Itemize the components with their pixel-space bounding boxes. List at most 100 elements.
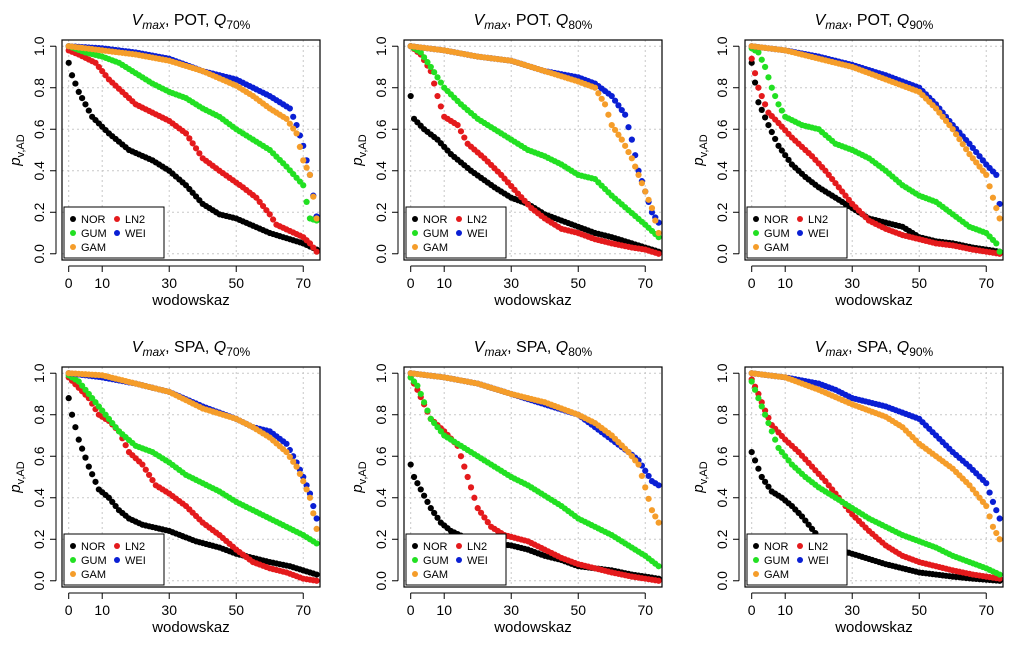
y-tick-label: 0.0 xyxy=(714,244,730,264)
y-tick-label: 0.6 xyxy=(714,119,730,139)
legend-marker-gam xyxy=(412,571,418,577)
y-tick-label: 0.4 xyxy=(714,488,730,508)
data-point-ln2 xyxy=(655,577,662,584)
title-q: Q xyxy=(897,12,909,29)
legend-marker-ln2 xyxy=(456,216,462,222)
data-point-gam xyxy=(969,155,976,162)
data-point-wei xyxy=(989,498,997,506)
data-point-gam xyxy=(652,217,659,224)
plot-frame xyxy=(403,39,663,261)
y-axis-label-main: p xyxy=(690,484,707,493)
data-point-ln2 xyxy=(471,494,478,501)
data-point-gum xyxy=(768,84,775,91)
data-point-nor xyxy=(785,156,792,163)
data-point-ln2 xyxy=(829,175,836,183)
data-point-gum xyxy=(431,69,438,76)
data-point-wei xyxy=(976,153,983,160)
data-point-nor xyxy=(768,128,775,136)
data-point-nor xyxy=(775,142,782,149)
data-point-gam xyxy=(293,463,300,470)
legend-marker-gam xyxy=(70,244,76,250)
data-point-wei xyxy=(310,502,317,510)
data-point-ln2 xyxy=(748,55,755,62)
data-point-gum xyxy=(427,415,434,422)
data-point-gum xyxy=(993,240,1000,247)
data-point-gam xyxy=(611,126,619,134)
legend-marker-ln2 xyxy=(456,543,462,549)
data-point-ln2 xyxy=(464,473,471,481)
data-point-gum xyxy=(89,395,96,402)
data-point-nor xyxy=(65,395,72,402)
data-point-gam xyxy=(300,478,307,485)
legend-marker-gum xyxy=(70,557,76,563)
series-gum xyxy=(748,378,1003,578)
title-separator: , xyxy=(507,12,516,29)
data-point-gum xyxy=(421,399,428,406)
data-point-gam xyxy=(932,105,940,112)
x-tick-label: 0 xyxy=(407,602,415,618)
x-axis-label: wodowskaz xyxy=(151,619,230,636)
data-point-gam xyxy=(591,84,599,91)
legend-label-gam: GAM xyxy=(81,569,106,581)
x-tick-label: 50 xyxy=(228,602,244,618)
data-point-ln2 xyxy=(481,514,488,521)
data-point-gam xyxy=(628,453,635,460)
data-point-nor xyxy=(805,521,812,528)
data-point-wei xyxy=(625,124,632,131)
y-axis-label: pv,AD xyxy=(349,461,369,493)
data-point-gum xyxy=(434,424,441,431)
legend-marker-ln2 xyxy=(114,216,120,222)
x-tick-label: 30 xyxy=(503,275,519,291)
y-tick-label: 1.0 xyxy=(714,363,730,383)
data-point-gam xyxy=(313,525,320,532)
data-point-gum xyxy=(775,444,782,452)
y-tick-label: 1.0 xyxy=(31,363,47,383)
legend-box xyxy=(746,206,848,259)
data-point-gum xyxy=(996,248,1003,255)
title-separator: , xyxy=(165,12,174,29)
data-point-gam xyxy=(290,458,297,465)
y-tick-label: 0.8 xyxy=(373,78,389,98)
y-axis-label: pv,AD xyxy=(7,134,27,166)
series-gam xyxy=(748,43,1003,222)
y-tick-label: 0.8 xyxy=(714,78,730,98)
title-var: V xyxy=(132,339,144,356)
y-tick-label: 0.8 xyxy=(31,78,47,98)
x-tick-label: 70 xyxy=(978,275,994,291)
legend-marker-nor xyxy=(753,216,759,222)
series-nor xyxy=(65,59,320,253)
x-tick-label: 30 xyxy=(503,602,519,618)
data-point-ln2 xyxy=(484,519,491,526)
legend-label-gum: GUM xyxy=(81,555,107,567)
legend: NOR LN2 GUM WEI GAM xyxy=(405,206,507,259)
data-point-gum xyxy=(762,411,769,418)
legend-marker-ln2 xyxy=(114,543,120,549)
y-tick-label: 0.6 xyxy=(373,446,389,466)
data-point-gam xyxy=(655,229,662,237)
y-tick-label: 1.0 xyxy=(373,36,389,56)
data-point-gam xyxy=(296,470,303,477)
data-point-gam xyxy=(303,486,310,493)
data-point-gum xyxy=(414,382,421,389)
data-point-ln2 xyxy=(467,484,475,491)
legend-label-wei: WEI xyxy=(808,555,829,567)
x-tick-label: 70 xyxy=(295,602,311,618)
title-separator: , xyxy=(165,339,174,356)
legend-label-nor: NOR xyxy=(764,541,789,553)
data-point-gum xyxy=(758,56,765,63)
data-point-wei xyxy=(996,515,1003,522)
title-separator: , xyxy=(848,339,857,356)
y-axis-label-main: p xyxy=(7,157,24,166)
data-point-nor xyxy=(782,152,789,159)
data-point-gum xyxy=(105,415,113,422)
y-tick-label: 0.6 xyxy=(31,119,47,139)
x-tick-label: 50 xyxy=(228,275,244,291)
chart-title: Vmax, POT, Q90% xyxy=(815,12,934,32)
x-tick-label: 10 xyxy=(94,602,110,618)
legend-label-gum: GUM xyxy=(764,228,790,240)
panel-4: 0 10 30 50 70 0.0 0.2 0.4 0.6 0.8 1.0 wodowskaz pv,A… xyxy=(7,339,321,636)
y-tick-label: 0.2 xyxy=(373,529,389,549)
data-point-wei xyxy=(655,482,662,489)
y-tick-label: 0.2 xyxy=(31,529,47,549)
data-point-nor xyxy=(772,135,779,143)
